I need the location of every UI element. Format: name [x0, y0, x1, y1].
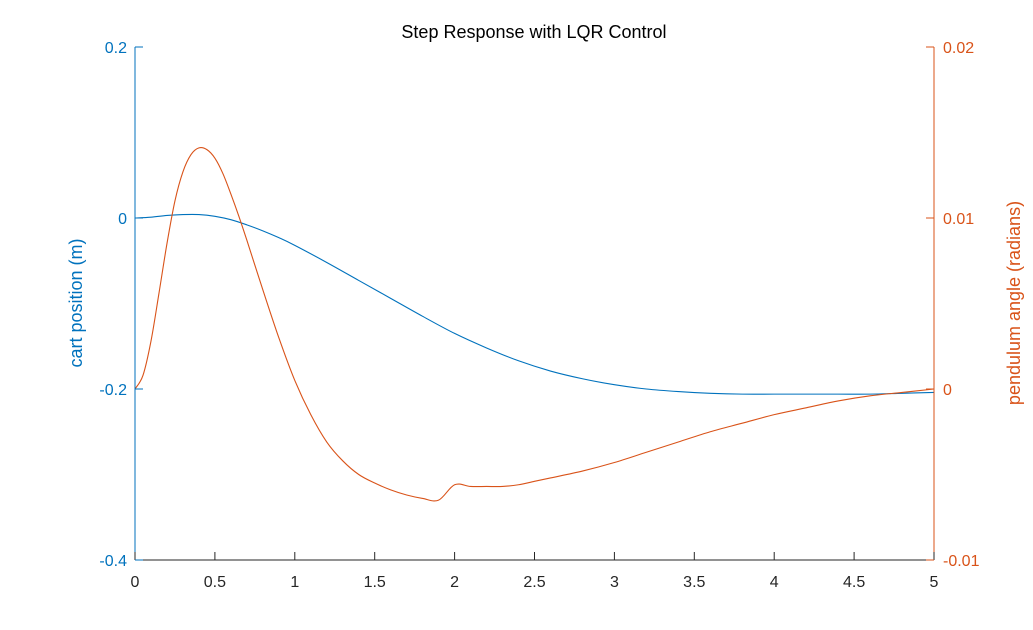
right-y-axis-label: pendulum angle (radians) — [1004, 201, 1024, 405]
x-tick-label: 4 — [770, 574, 779, 591]
right-y-tick-label: 0.02 — [943, 40, 974, 57]
x-tick-label: 0.5 — [204, 574, 226, 591]
left-y-axis-label: cart position (m) — [66, 238, 86, 367]
x-tick-label: 1.5 — [364, 574, 386, 591]
x-tick-label: 0 — [131, 574, 140, 591]
x-tick-label: 1 — [290, 574, 299, 591]
x-tick-label: 3.5 — [683, 574, 705, 591]
x-tick-label: 2 — [450, 574, 459, 591]
right-y-tick-label: 0 — [943, 382, 952, 399]
chart-title: Step Response with LQR Control — [401, 22, 666, 42]
series-line-pendulum-angle — [135, 147, 934, 502]
left-y-tick-label: 0.2 — [105, 40, 127, 57]
x-tick-label: 2.5 — [523, 574, 545, 591]
x-tick-label: 5 — [930, 574, 939, 591]
right-y-tick-label: 0.01 — [943, 211, 974, 228]
plot-area: 0 0.5 1 1.5 2 2.5 3 3.5 4 4.5 5 -0.4 -0.2 0 0.2 -0.01 0 0… — [99, 40, 979, 591]
x-tick-label: 3 — [610, 574, 619, 591]
left-y-tick-label: -0.2 — [99, 382, 127, 399]
left-y-tick-label: 0 — [118, 211, 127, 228]
x-tick-label: 4.5 — [843, 574, 865, 591]
right-y-tick-label: -0.01 — [943, 553, 980, 570]
series-line-cart-position — [135, 213, 934, 395]
left-y-tick-label: -0.4 — [99, 553, 127, 570]
